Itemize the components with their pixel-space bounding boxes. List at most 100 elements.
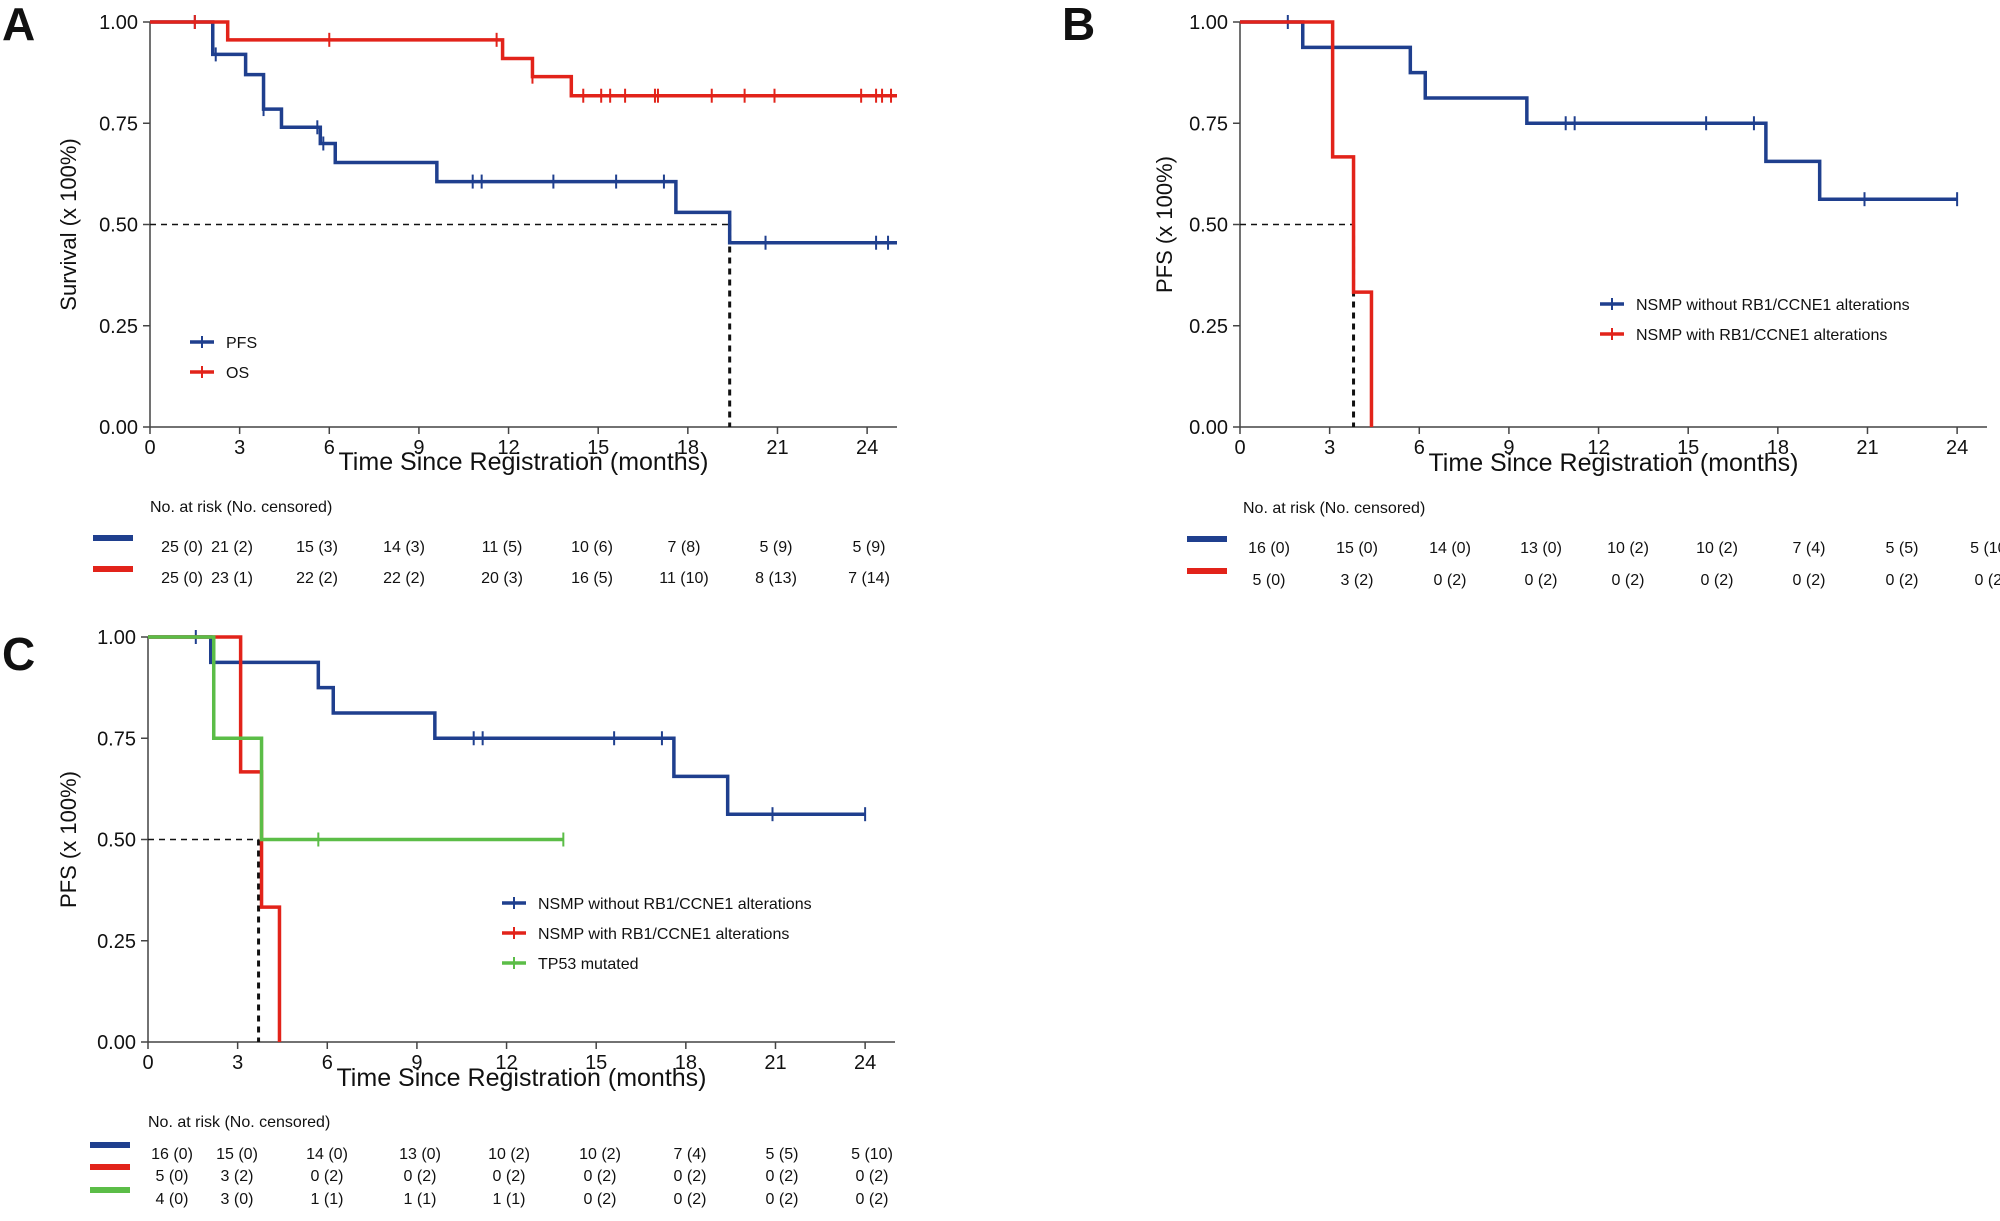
x-tick-label: 0 (1234, 437, 1245, 459)
x-tick-label: 12 (1587, 437, 1609, 459)
risk-cell: 0 (2) (404, 1168, 437, 1185)
risk-cell: 22 (2) (296, 570, 338, 587)
legend-label: NSMP with RB1/CCNE1 alterations (1636, 327, 1887, 344)
y-tick-label: 0.25 (1189, 316, 1228, 338)
y-tick-label: 0.75 (1189, 113, 1228, 135)
risk-cell: 3 (2) (1341, 572, 1374, 589)
y-tick-label: 1.00 (99, 12, 138, 34)
x-tick-label: 6 (1414, 437, 1425, 459)
risk-cell: 10 (2) (1696, 540, 1738, 557)
x-tick-label: 18 (675, 1052, 697, 1074)
risk-cell: 0 (2) (1886, 572, 1919, 589)
risk-cell: 20 (3) (481, 570, 523, 587)
risk-cell: 14 (0) (306, 1146, 348, 1163)
y-tick-label: 0.00 (97, 1032, 136, 1054)
x-tick-label: 24 (1946, 437, 1968, 459)
risk-cell: 0 (2) (1434, 572, 1467, 589)
x-tick-label: 12 (497, 437, 519, 459)
y-tick-label: 0.00 (99, 417, 138, 439)
legend-label: TP53 mutated (538, 956, 639, 973)
x-tick-label: 12 (495, 1052, 517, 1074)
risk-cell: 5 (9) (760, 539, 793, 556)
x-tick-label: 15 (1677, 437, 1699, 459)
km-curve-green (148, 635, 564, 842)
risk-cell: 0 (2) (856, 1168, 889, 1185)
x-tick-label: 9 (411, 1052, 422, 1074)
risk-cell: 16 (5) (571, 570, 613, 587)
x-axis-title: Time Since Registration (months) (1428, 449, 1798, 477)
risk-cell: 0 (2) (1525, 572, 1558, 589)
x-tick-label: 24 (856, 437, 878, 459)
risk-cell: 0 (2) (674, 1191, 707, 1208)
y-axis-title: PFS (x 100%) (56, 771, 81, 908)
risk-cell: 16 (0) (151, 1146, 193, 1163)
risk-cell: 0 (2) (766, 1191, 799, 1208)
risk-cell: 15 (3) (296, 539, 338, 556)
y-tick-label: 0.25 (97, 931, 136, 953)
risk-cell: 13 (0) (1520, 540, 1562, 557)
risk-table-title: No. at risk (No. censored) (1243, 500, 1425, 517)
km-curve-blue (150, 20, 897, 245)
risk-cell: 5 (5) (766, 1146, 799, 1163)
risk-cell: 14 (0) (1429, 540, 1471, 557)
risk-cell: 0 (2) (584, 1168, 617, 1185)
risk-cell: 1 (1) (493, 1191, 526, 1208)
risk-table-title: No. at risk (No. censored) (150, 499, 332, 516)
x-tick-label: 21 (766, 437, 788, 459)
x-tick-label: 15 (587, 437, 609, 459)
y-axis-title: Survival (x 100%) (56, 138, 81, 310)
risk-cell: 0 (2) (766, 1168, 799, 1185)
risk-cell: 15 (0) (216, 1146, 258, 1163)
x-tick-label: 24 (854, 1052, 876, 1074)
risk-cell: 3 (0) (221, 1191, 254, 1208)
risk-cell: 10 (2) (579, 1146, 621, 1163)
risk-cell: 5 (0) (156, 1168, 189, 1185)
risk-cell: 5 (10) (851, 1146, 893, 1163)
y-tick-label: 0.25 (99, 316, 138, 338)
x-tick-label: 3 (1324, 437, 1335, 459)
risk-cell: 25 (0) (161, 539, 203, 556)
legend-label: OS (226, 365, 249, 382)
y-tick-label: 0.50 (97, 830, 136, 852)
x-tick-label: 15 (585, 1052, 607, 1074)
risk-cell: 1 (1) (311, 1191, 344, 1208)
risk-cell: 0 (2) (584, 1191, 617, 1208)
risk-cell: 8 (13) (755, 570, 797, 587)
risk-cell: 21 (2) (211, 539, 253, 556)
km-curve-red (150, 20, 897, 98)
y-tick-label: 1.00 (1189, 12, 1228, 34)
panel-a: A 0 3 6 9 12 15 18 21 24 0.00 0.25 0.50 0.75 1.00 Survi… (2, 0, 897, 587)
x-tick-label: 3 (234, 437, 245, 459)
y-tick-label: 0.50 (1189, 215, 1228, 237)
risk-cell: 5 (9) (853, 539, 886, 556)
x-tick-label: 18 (1767, 437, 1789, 459)
risk-cell: 7 (4) (1793, 540, 1826, 557)
panel-letter: A (2, 0, 35, 50)
risk-cell: 3 (2) (221, 1168, 254, 1185)
km-curve-red (1240, 20, 1374, 427)
risk-cell: 16 (0) (1248, 540, 1290, 557)
risk-cell: 13 (0) (399, 1146, 441, 1163)
risk-cell: 0 (2) (856, 1191, 889, 1208)
km-curve-blue (148, 635, 866, 816)
risk-cell: 0 (2) (1975, 572, 2000, 589)
x-axis-title: Time Since Registration (months) (338, 448, 708, 476)
y-tick-label: 0.50 (99, 215, 138, 237)
risk-cell: 0 (2) (1701, 572, 1734, 589)
x-tick-label: 21 (764, 1052, 786, 1074)
risk-cell: 15 (0) (1336, 540, 1378, 557)
risk-cell: 14 (3) (383, 539, 425, 556)
legend-label: PFS (226, 335, 257, 352)
y-axis-title: PFS (x 100%) (1152, 156, 1177, 293)
x-tick-label: 9 (413, 437, 424, 459)
x-tick-label: 9 (1503, 437, 1514, 459)
risk-cell: 1 (1) (404, 1191, 437, 1208)
x-tick-label: 0 (144, 437, 155, 459)
panel-c: C 0 3 6 9 12 15 18 21 24 0.00 0.25 0.50 0.75 1.00 PFS (… (2, 627, 895, 1208)
x-tick-label: 21 (1856, 437, 1878, 459)
km-curve-blue (1240, 20, 1958, 201)
risk-cell: 10 (2) (1607, 540, 1649, 557)
risk-cell: 11 (10) (659, 570, 709, 587)
risk-cell: 7 (4) (674, 1146, 707, 1163)
